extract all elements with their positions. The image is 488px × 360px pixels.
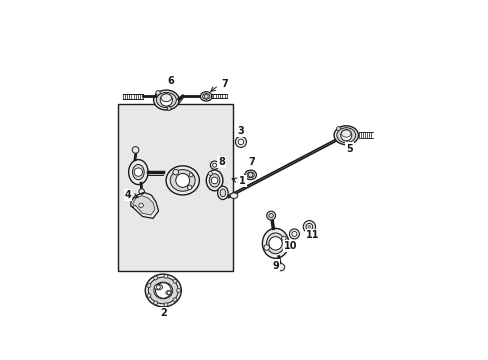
Ellipse shape [262, 228, 288, 258]
Text: 8: 8 [218, 157, 224, 167]
Circle shape [167, 107, 171, 110]
Circle shape [291, 231, 296, 237]
Ellipse shape [165, 291, 172, 295]
Circle shape [139, 189, 144, 194]
Text: 7: 7 [248, 157, 255, 167]
Circle shape [156, 285, 160, 289]
Text: 7: 7 [221, 79, 227, 89]
Ellipse shape [209, 174, 220, 187]
Ellipse shape [336, 128, 355, 143]
Circle shape [346, 141, 349, 144]
Circle shape [134, 168, 142, 176]
Ellipse shape [161, 94, 171, 102]
Ellipse shape [244, 170, 256, 180]
Circle shape [167, 291, 170, 294]
Circle shape [211, 177, 218, 184]
Text: 3: 3 [237, 126, 244, 136]
Circle shape [175, 174, 189, 187]
Circle shape [208, 172, 212, 175]
Ellipse shape [200, 92, 212, 101]
Circle shape [303, 221, 315, 233]
Circle shape [305, 223, 312, 230]
Bar [117, 104, 232, 270]
Circle shape [147, 284, 151, 288]
Polygon shape [133, 195, 155, 215]
Ellipse shape [230, 193, 237, 198]
Circle shape [307, 225, 310, 228]
Circle shape [153, 276, 157, 280]
Ellipse shape [333, 126, 358, 145]
Ellipse shape [154, 284, 162, 290]
Text: 1: 1 [239, 176, 245, 186]
Text: 10: 10 [284, 241, 297, 251]
Circle shape [281, 236, 285, 240]
Ellipse shape [266, 233, 284, 254]
Circle shape [147, 293, 151, 297]
Ellipse shape [341, 130, 350, 137]
Circle shape [277, 264, 284, 271]
Ellipse shape [217, 186, 228, 199]
Circle shape [235, 136, 246, 148]
Circle shape [212, 163, 216, 167]
Polygon shape [131, 192, 158, 219]
Circle shape [204, 94, 208, 98]
Circle shape [160, 94, 172, 106]
Ellipse shape [206, 170, 223, 191]
Circle shape [264, 245, 269, 250]
Ellipse shape [220, 189, 225, 197]
Circle shape [268, 237, 282, 250]
Circle shape [173, 298, 177, 302]
Circle shape [238, 139, 243, 145]
Circle shape [156, 91, 160, 95]
Circle shape [163, 303, 167, 307]
Circle shape [210, 161, 218, 169]
Circle shape [189, 173, 193, 177]
Circle shape [340, 130, 351, 141]
Ellipse shape [128, 159, 148, 185]
Ellipse shape [246, 172, 254, 177]
Circle shape [155, 283, 171, 298]
Text: 9: 9 [272, 261, 278, 270]
Ellipse shape [156, 93, 176, 108]
Ellipse shape [154, 282, 172, 299]
Ellipse shape [132, 165, 144, 180]
Circle shape [153, 301, 157, 305]
Circle shape [336, 127, 340, 131]
Ellipse shape [170, 170, 195, 191]
Circle shape [266, 211, 275, 220]
Ellipse shape [166, 166, 199, 195]
Ellipse shape [202, 94, 209, 99]
Text: 11: 11 [305, 230, 319, 240]
Circle shape [132, 147, 139, 153]
Circle shape [163, 274, 167, 278]
Circle shape [268, 213, 273, 218]
Circle shape [248, 173, 252, 177]
Circle shape [173, 169, 178, 175]
Circle shape [187, 185, 191, 190]
Ellipse shape [153, 90, 179, 110]
Text: 6: 6 [167, 76, 174, 86]
Text: 5: 5 [346, 144, 352, 153]
Circle shape [289, 229, 299, 239]
Text: 2: 2 [160, 308, 166, 318]
Circle shape [173, 279, 177, 283]
Ellipse shape [148, 277, 178, 304]
Ellipse shape [145, 274, 181, 307]
Circle shape [176, 288, 180, 292]
Circle shape [139, 203, 143, 208]
Text: 4: 4 [124, 190, 131, 200]
